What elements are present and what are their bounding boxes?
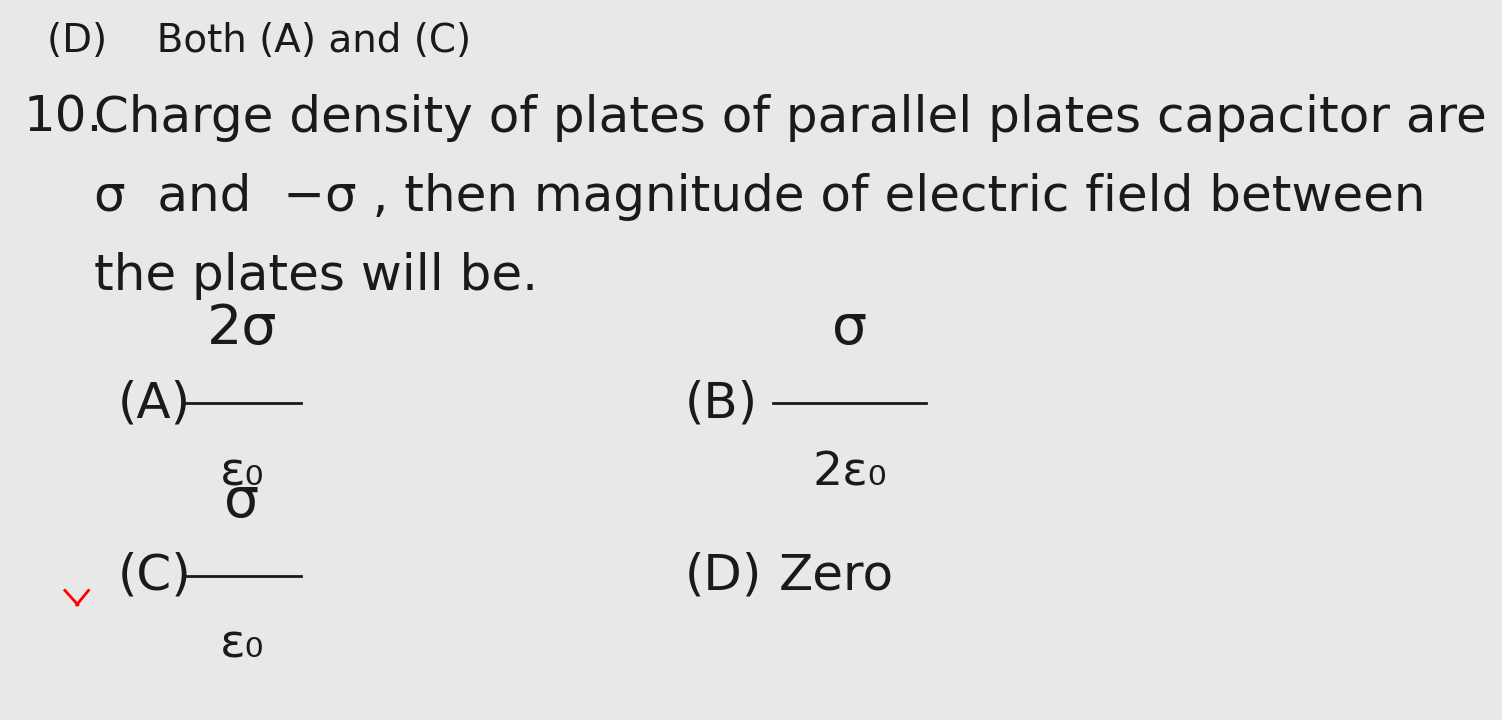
Text: σ: σ: [224, 475, 260, 529]
Text: Charge density of plates of parallel plates capacitor are: Charge density of plates of parallel pla…: [95, 94, 1487, 142]
Text: the plates will be.: the plates will be.: [95, 252, 538, 300]
Text: (D): (D): [685, 552, 762, 600]
Text: σ  and  −σ , then magnitude of electric field between: σ and −σ , then magnitude of electric fi…: [95, 173, 1425, 221]
Text: 2σ: 2σ: [207, 302, 278, 356]
Text: σ: σ: [832, 302, 867, 356]
Text: ε₀: ε₀: [219, 450, 264, 495]
Text: (D)    Both (A) and (C): (D) Both (A) and (C): [47, 22, 472, 60]
Text: (A): (A): [119, 379, 191, 427]
Text: (C): (C): [119, 552, 192, 600]
Text: Zero: Zero: [780, 552, 894, 600]
Text: 10.: 10.: [24, 94, 104, 142]
Text: ε₀: ε₀: [219, 623, 264, 668]
Text: 2ε₀: 2ε₀: [813, 450, 888, 495]
Text: (B): (B): [685, 379, 757, 427]
